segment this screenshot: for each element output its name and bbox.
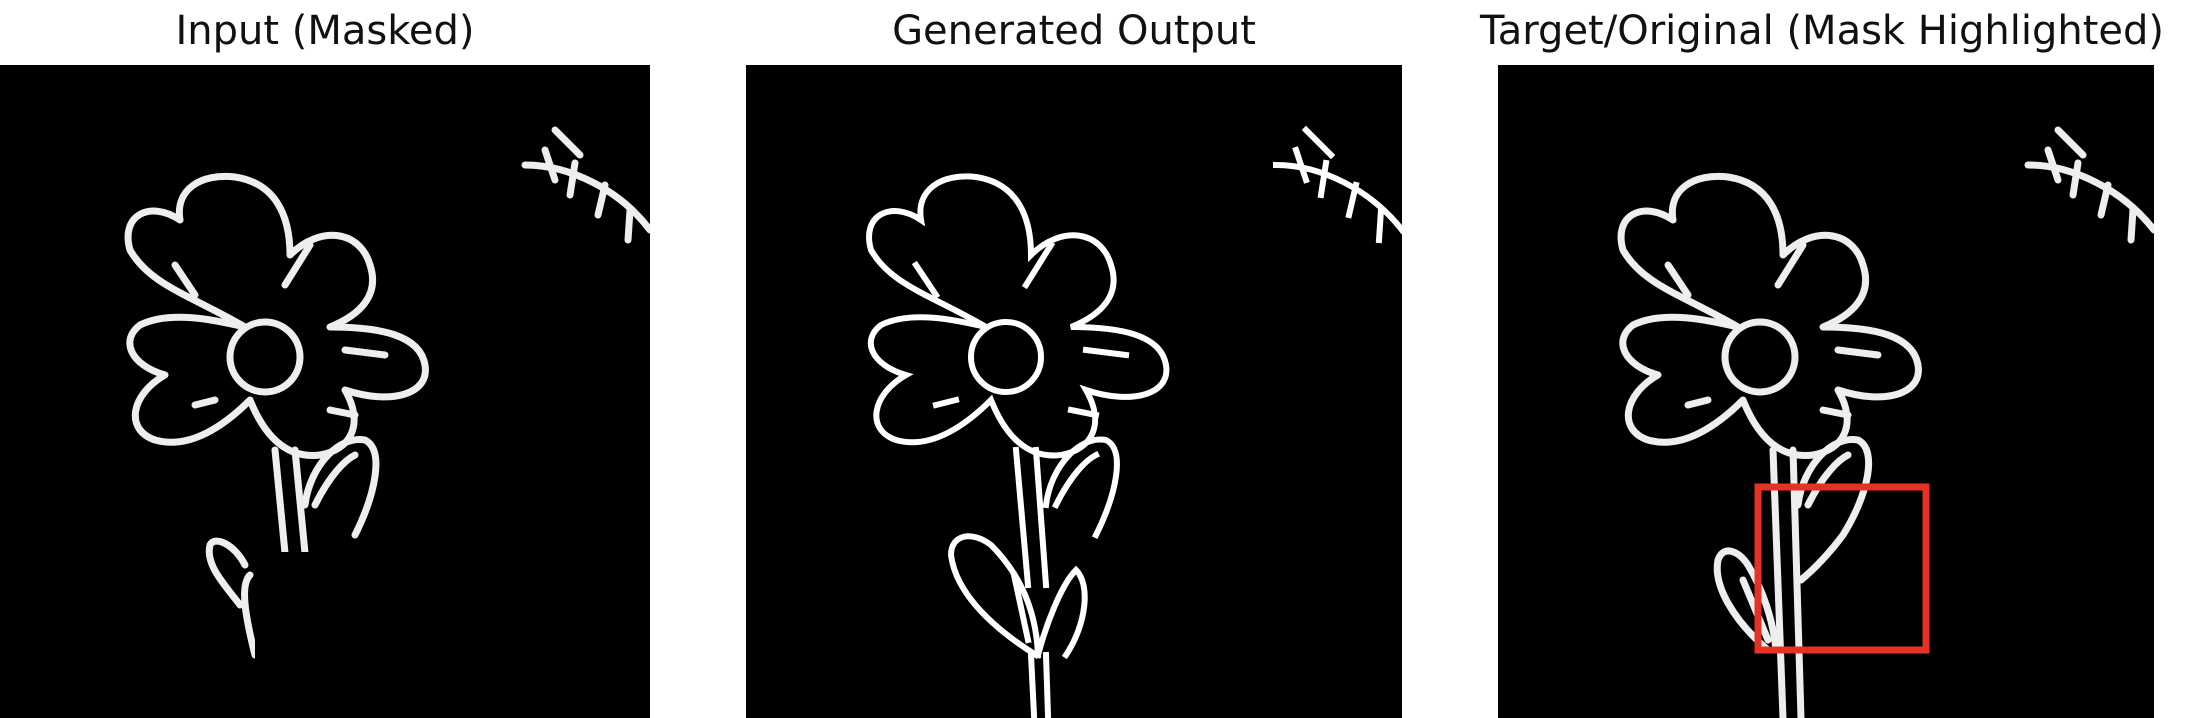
- target-original-image: [1498, 65, 2154, 718]
- flower-drawing-target: [1617, 126, 2154, 718]
- panel-title-input: Input (Masked): [175, 8, 475, 54]
- flower-drawing-generated: [866, 125, 1402, 718]
- flower-drawing-input: [124, 126, 650, 718]
- mask-highlight-box: [1754, 483, 1930, 654]
- panel-title-target: Target/Original (Mask Highlighted): [1479, 8, 2164, 54]
- generated-output-image: [746, 65, 1402, 718]
- input-masked-image: [0, 65, 650, 718]
- panel-title-generated: Generated Output: [892, 8, 1256, 54]
